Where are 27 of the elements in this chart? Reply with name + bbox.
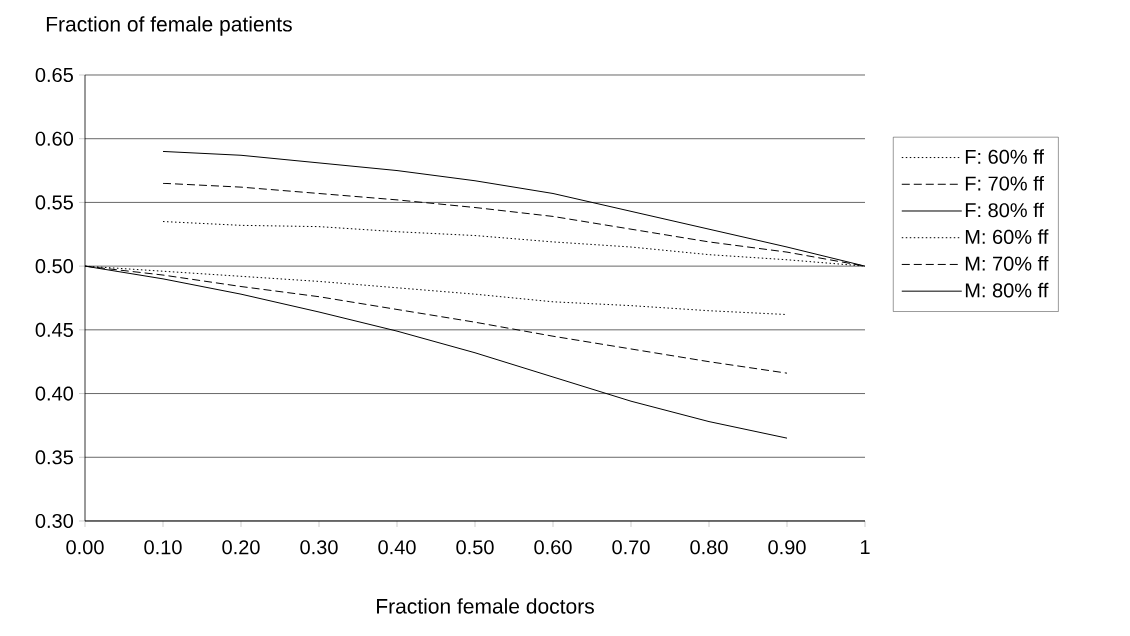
y-tick-label: 0.35: [35, 450, 73, 465]
x-tick-label: 0.00: [66, 540, 104, 555]
y-axis-title: Fraction of female patients: [46, 16, 292, 36]
y-tick-label: 0.45: [35, 322, 73, 337]
x-tick-label: 1: [860, 540, 870, 554]
y-tick-label: 0.65: [35, 67, 73, 83]
x-tick-label: 0.30: [300, 540, 338, 555]
y-tick-label: 0.30: [35, 513, 74, 529]
y-tick-label: 0.40: [35, 386, 74, 401]
x-tick-label: 0.90: [768, 540, 806, 555]
legend-label: F: 80% ff: [965, 202, 1044, 218]
x-tick-label: 0.70: [612, 540, 650, 555]
legend-label: F: 60% ff: [965, 149, 1044, 164]
x-tick-label: 0.20: [222, 540, 260, 555]
y-tick-label: 0.60: [35, 131, 74, 146]
legend-label: F: 70% ff: [965, 175, 1044, 191]
x-tick-label: 0.60: [534, 540, 572, 555]
x-tick-label: 0.50: [456, 540, 494, 555]
legend-label: M: 70% ff: [965, 256, 1049, 271]
x-tick-label: 0.40: [378, 540, 416, 555]
x-tick-label: 0.10: [144, 540, 182, 555]
x-tick-label: 0.80: [690, 540, 728, 555]
legend-label: M: 80% ff: [965, 282, 1049, 298]
y-tick-label: 0.50: [35, 259, 74, 274]
y-tick-label: 0.55: [35, 195, 73, 210]
x-axis-title: Fraction female doctors: [377, 598, 594, 614]
legend-label: M: 60% ff: [965, 229, 1049, 245]
